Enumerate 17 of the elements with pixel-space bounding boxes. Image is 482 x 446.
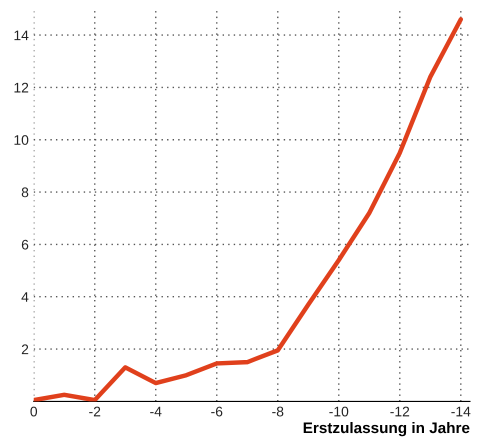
y-tick-label: 8 xyxy=(22,187,28,198)
x-tick-label: -10 xyxy=(329,406,348,416)
x-tick-label: -2 xyxy=(89,406,100,416)
x-tick-label: -12 xyxy=(390,406,410,416)
x-tick-label: -4 xyxy=(150,406,162,416)
x-tick-label: -14 xyxy=(451,406,470,416)
y-tick-label: 6 xyxy=(22,240,28,250)
y-tick-label: 10 xyxy=(14,135,28,145)
x-axis-title: Erstzulassung in Jahre xyxy=(304,422,470,436)
x-tick-label: -8 xyxy=(272,406,284,416)
line-series xyxy=(34,17,464,402)
x-tick-label: -6 xyxy=(211,406,222,416)
y-tick-label: 12 xyxy=(14,82,28,92)
y-tick-label: 4 xyxy=(21,292,28,302)
y-tick-label: 2 xyxy=(22,344,28,354)
x-tick-label: 0 xyxy=(30,406,38,416)
y-tick-label: 14 xyxy=(14,30,28,40)
